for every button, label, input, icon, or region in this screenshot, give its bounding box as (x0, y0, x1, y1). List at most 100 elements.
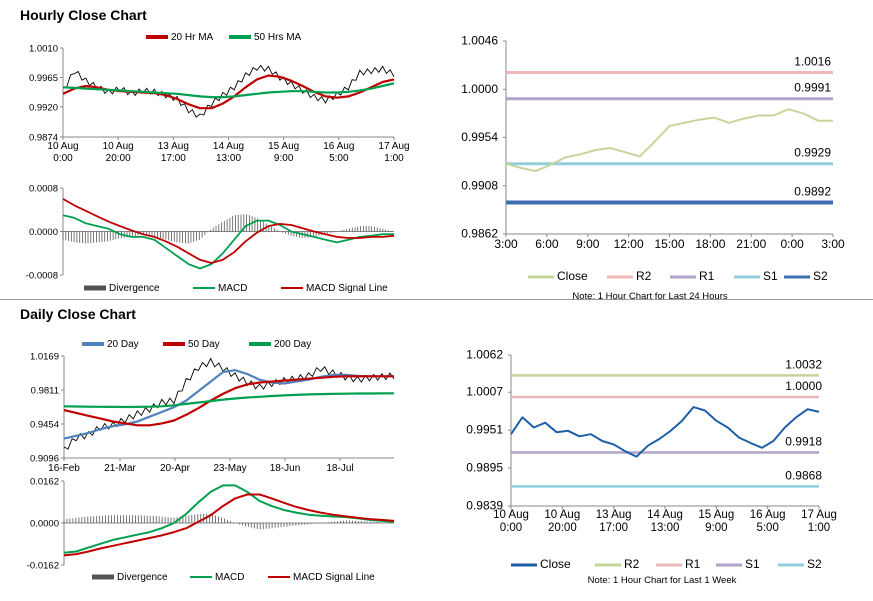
hourly-price-xtick-sublabel-2: 17:00 (161, 153, 186, 164)
daily-close-xtick-label-0: 10 Aug (493, 509, 529, 521)
hourly-macd-line (62, 214, 394, 270)
hourly-price-xtick-sublabel-3: 13:00 (216, 153, 241, 164)
hourly-price-xtick-label-0: 10 Aug (47, 141, 78, 152)
hourly-price-xtick-label-1: 10 Aug (103, 141, 134, 152)
hourly-price-xtick-sublabel-4: 9:00 (274, 153, 294, 164)
daily-close-note: Note: 1 Hour Chart for Last 1 Week (588, 575, 737, 586)
daily-macd-line (63, 484, 395, 554)
hourly-macd-legend-signal-swatch (281, 287, 303, 289)
daily-close-ytick-label-3: 1.0007 (466, 385, 503, 399)
daily-price-xtick-label-5: 18-Jul (326, 463, 353, 474)
daily-close-ytick-label-4: 1.0062 (466, 348, 503, 362)
daily-legend-20day-swatch (82, 342, 104, 346)
daily-close-xtick-label-4: 15 Aug (698, 509, 734, 521)
hourly-close-xtick-label-3: 12:00 (614, 237, 644, 251)
hourly-close-level-label-r2: 1.0016 (794, 54, 831, 68)
hourly-price-ytick-label-0: 0.9874 (29, 133, 58, 144)
hourly-close-ytick-label-2: 0.9954 (461, 130, 498, 144)
daily-close-level-label-r2: 1.0032 (785, 357, 822, 371)
daily-price-xtick-label-1: 21-Mar (104, 463, 136, 474)
hourly-close-xtick-label-5: 18:00 (695, 237, 725, 251)
hourly-close-legend-r2-label: R2 (636, 269, 652, 283)
hourly-close-level-label-s2: 0.9892 (794, 185, 831, 199)
hourly-legend-50hr-label: 50 Hrs MA (254, 32, 302, 43)
daily-macd-legend-divergence-swatch (92, 574, 114, 580)
hourly-close-legend-close-swatch (528, 275, 554, 279)
hourly-close-xtick-label-8: 3:00 (821, 237, 845, 251)
hourly-close-xtick-label-6: 21:00 (736, 237, 766, 251)
daily-close-level-label-r1: 1.0000 (785, 379, 822, 393)
daily-macd-signal-line (63, 493, 395, 557)
daily-close-xtick-sublabel-1: 20:00 (548, 522, 577, 534)
daily-macd-ytick-label-2: 0.0162 (30, 477, 59, 488)
daily-macd-ytick-label-0: -0.0162 (27, 561, 59, 572)
hourly-close-series (505, 108, 833, 173)
daily-price-xtick-label-2: 20-Apr (160, 463, 191, 474)
hourly-close-ytick-label-3: 1.0000 (461, 82, 498, 96)
hourly-legend-20hr-label: 20 Hr MA (171, 32, 214, 43)
hourly-price-xtick-label-5: 16 Aug (323, 141, 354, 152)
daily-close-xtick-sublabel-5: 5:00 (756, 522, 778, 534)
daily-macd-legend-macd-swatch (190, 576, 212, 578)
hourly-close-legend-s2-label: S2 (813, 269, 828, 283)
daily-close-legend-close-swatch (511, 563, 537, 567)
hourly-close-legend-s1-swatch (734, 275, 760, 279)
hourly-macd-legend-divergence-swatch (84, 285, 106, 291)
daily-close-legend-r1-swatch (656, 563, 682, 567)
hourly-price-xtick-sublabel-0: 0:00 (53, 153, 73, 164)
hourly-close-legend-close-label: Close (557, 269, 588, 283)
hourly-macd-legend-divergence-label: Divergence (109, 283, 160, 294)
daily-close-series (510, 406, 820, 458)
daily-close-level-label-s1: 0.9918 (785, 435, 822, 449)
daily-macd-ytick-label-1: 0.0000 (30, 519, 59, 530)
daily-close-level-label-s2: 0.9868 (785, 468, 822, 482)
hourly-price-xtick-sublabel-6: 1:00 (384, 153, 404, 164)
hourly-legend-50hr-swatch (229, 35, 251, 39)
daily-close-legend-r2-swatch (595, 563, 621, 567)
hourly-close-legend-s2-swatch (784, 275, 810, 279)
hourly-macd-ytick-label-0: -0.0008 (26, 271, 58, 282)
daily-price-ytick-label-3: 1.0169 (30, 352, 59, 363)
hourly-price-ytick-label-1: 0.9920 (29, 102, 58, 113)
daily-legend-50day-swatch (163, 342, 185, 346)
daily-close-xtick-sublabel-2: 17:00 (599, 522, 628, 534)
hourly-close-ytick-label-4: 1.0046 (461, 34, 498, 48)
daily-price-xtick-label-0: 16-Feb (48, 463, 80, 474)
hourly-close-xtick-label-1: 6:00 (535, 237, 559, 251)
daily-price-ma200-line (63, 392, 395, 409)
daily-close-xtick-label-5: 16 Aug (750, 509, 786, 521)
daily-close-ytick-label-1: 0.9895 (466, 461, 503, 475)
hourly-close-xtick-label-7: 0:00 (780, 237, 804, 251)
hourly-close-level-label-s1: 0.9929 (794, 146, 831, 160)
hourly-close-xtick-label-4: 15:00 (654, 237, 684, 251)
hourly-price-price-series (62, 64, 395, 118)
daily-macd-legend-signal-label: MACD Signal Line (293, 572, 375, 583)
hourly-price-xtick-label-4: 15 Aug (268, 141, 299, 152)
daily-legend-200day-label: 200 Day (274, 339, 311, 350)
hourly-price-ytick-label-2: 0.9965 (29, 73, 58, 84)
daily-price-ytick-label-1: 0.9454 (30, 419, 59, 430)
daily-close-xtick-sublabel-3: 13:00 (651, 522, 680, 534)
daily-close-xtick-label-6: 17 Aug (801, 509, 837, 521)
hourly-price-xtick-label-2: 13 Aug (158, 141, 189, 152)
daily-legend-20day-label: 20 Day (107, 339, 139, 350)
daily-price-xtick-label-4: 18-Jun (270, 463, 301, 474)
hourly-close-legend-r1-swatch (670, 275, 696, 279)
daily-close-legend-close-label: Close (540, 557, 571, 571)
hourly-close-legend-r1-label: R1 (699, 269, 715, 283)
daily-close-legend-r1-label: R1 (685, 557, 701, 571)
daily-price-ytick-label-2: 0.9811 (31, 386, 59, 397)
hourly-macd-legend-macd-label: MACD (218, 283, 247, 294)
daily-close-legend-s1-label: S1 (745, 557, 760, 571)
daily-price-ytick-label-0: 0.9096 (30, 454, 59, 465)
hourly-macd-ytick-label-1: 0.0000 (29, 227, 58, 238)
hourly-close-level-label-r1: 0.9991 (794, 81, 831, 95)
hourly-close-legend-s1-label: S1 (763, 269, 778, 283)
daily-legend-200day-swatch (249, 342, 271, 346)
daily-close-legend-r2-label: R2 (624, 557, 640, 571)
daily-macd-legend-divergence-label: Divergence (117, 572, 168, 583)
hourly-macd-legend-signal-label: MACD Signal Line (306, 283, 388, 294)
hourly-close-note: Note: 1 Hour Chart for Last 24 Hours (572, 291, 727, 302)
daily-section-title: Daily Close Chart (20, 306, 136, 322)
